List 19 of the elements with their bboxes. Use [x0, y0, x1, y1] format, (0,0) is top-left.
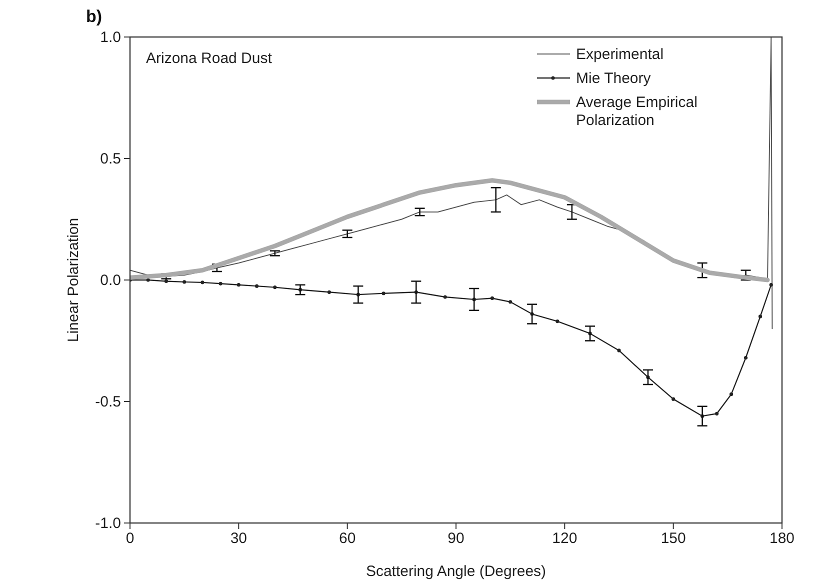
x-axis-title: Scattering Angle (Degrees): [366, 563, 546, 580]
x-tick-label: 120: [552, 530, 578, 547]
text: b): [86, 7, 102, 26]
y-tick-label: 0.5: [100, 150, 121, 168]
x-tick-label: 180: [769, 530, 795, 547]
x-tick-label: 0: [126, 530, 134, 547]
annotation: Arizona Road Dust: [146, 50, 273, 67]
x-tick-label: 60: [338, 530, 356, 547]
y-axis-title: Linear Polarization: [65, 218, 82, 342]
y-tick-label: 1.0: [100, 29, 121, 46]
x-tick-label: 90: [448, 530, 464, 547]
legend-label: Average Empirical Polarization: [576, 94, 698, 129]
x-tick-label: 150: [660, 530, 686, 547]
y-tick-label: 0.0: [100, 272, 121, 289]
legend-label: Experimental: [576, 46, 664, 63]
y-tick-label: -1.0: [95, 515, 121, 532]
x-tick-label: 30: [230, 530, 248, 547]
legend-label: Mie Theory: [576, 70, 652, 87]
y-tick-label: -0.5: [95, 394, 121, 410]
